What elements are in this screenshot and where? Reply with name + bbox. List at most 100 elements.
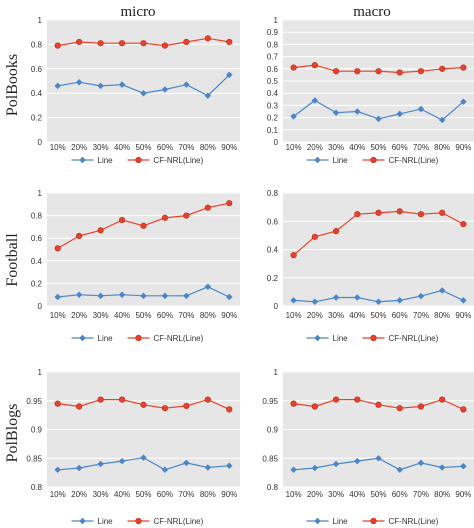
- legend: Line CF-NRL(Line): [71, 334, 204, 343]
- y-tick-label: 0.9: [31, 426, 43, 435]
- x-tick-label: 90%: [221, 143, 237, 152]
- legend-label-cf-nrl: CF-NRL(Line): [389, 517, 439, 526]
- legend-line-marker: [79, 156, 86, 164]
- data-point-cf-nrl: [161, 214, 169, 221]
- data-point-line: [140, 89, 147, 97]
- x-tick-label: 50%: [135, 490, 151, 499]
- x-tick-label: 20%: [71, 311, 87, 320]
- legend-label-line: Line: [98, 517, 114, 526]
- legend-label-cf-nrl: CF-NRL(Line): [154, 156, 204, 165]
- data-point-line: [183, 292, 190, 300]
- data-point-cf-nrl: [396, 69, 403, 76]
- plot-area: [47, 193, 240, 306]
- data-point-cf-nrl: [54, 245, 61, 252]
- data-point-cf-nrl: [396, 208, 403, 215]
- x-tick-label: 50%: [135, 143, 151, 152]
- x-tick-label: 40%: [114, 490, 130, 499]
- data-point-cf-nrl: [204, 204, 211, 211]
- x-tick-label: 60%: [157, 143, 173, 152]
- x-tick-label: 90%: [455, 490, 471, 499]
- y-tick-label: 0.2: [267, 274, 279, 283]
- x-tick-label: 90%: [221, 311, 237, 320]
- x-tick-label: 10%: [286, 490, 302, 499]
- data-point-line: [140, 292, 147, 300]
- x-tick-label: 30%: [93, 490, 109, 499]
- data-point-line: [417, 459, 425, 467]
- data-point-line: [118, 457, 126, 465]
- chart-football-macro: 0 0.2 0.4 0.6 0.8 10% 20% 30% 40% 50% 60% 70% 80% 90%…: [267, 189, 474, 343]
- data-point-line: [396, 297, 403, 304]
- x-tick-label: 20%: [307, 311, 323, 320]
- data-point-line: [183, 459, 190, 467]
- y-tick-label: 0: [274, 138, 279, 147]
- data-point-cf-nrl: [76, 232, 83, 240]
- y-tick-label: 0: [274, 302, 279, 311]
- data-point-line: [161, 292, 169, 300]
- y-tick-label: 0: [38, 138, 43, 147]
- legend: Line CF-NRL(Line): [306, 334, 439, 343]
- x-tick-label: 60%: [392, 311, 408, 320]
- chart-polblogs-micro: 0.8 0.85 0.9 0.95 1 10% 20% 30% 40% 50% 60% 70% 80% 9…: [26, 368, 240, 526]
- y-tick-label: 0.85: [262, 454, 278, 463]
- data-point-line: [118, 81, 126, 88]
- data-point-cf-nrl: [161, 405, 169, 412]
- x-tick-label: 70%: [413, 143, 429, 152]
- y-tick-label: 0.3: [267, 101, 279, 110]
- y-tick-label: 0.6: [31, 65, 43, 74]
- x-tick-label: 50%: [370, 490, 386, 499]
- data-point-line: [438, 287, 446, 294]
- data-point-cf-nrl: [439, 209, 446, 216]
- data-point-line: [75, 78, 83, 86]
- data-point-line: [290, 466, 297, 474]
- data-point-cf-nrl: [183, 402, 190, 410]
- x-tick-label: 10%: [50, 311, 66, 320]
- data-point-line: [140, 454, 147, 461]
- x-tick-label: 80%: [434, 143, 450, 152]
- data-point-cf-nrl: [354, 396, 361, 403]
- data-point-cf-nrl: [54, 400, 61, 407]
- chart-football-micro: 0 0.2 0.4 0.6 0.8 1 10% 20% 30% 40% 50% 60% 70% 80% 90…: [31, 189, 240, 343]
- y-tick-label: 0.2: [31, 279, 43, 288]
- legend-cf-nrl-marker: [370, 517, 377, 525]
- data-point-cf-nrl: [460, 406, 467, 413]
- data-point-cf-nrl: [226, 406, 233, 413]
- data-point-line: [161, 86, 169, 93]
- x-tick-label: 80%: [200, 311, 216, 320]
- data-point-cf-nrl: [161, 42, 169, 49]
- y-tick-label: 0.7: [267, 53, 279, 62]
- data-point-cf-nrl: [97, 40, 104, 47]
- data-point-cf-nrl: [354, 68, 361, 75]
- data-point-line: [460, 98, 467, 105]
- data-point-line: [375, 298, 382, 306]
- x-tick-label: 30%: [93, 143, 109, 152]
- data-point-line: [97, 82, 104, 90]
- x-tick-label: 30%: [328, 490, 344, 499]
- y-tick-label: 1: [274, 368, 279, 377]
- data-point-cf-nrl: [118, 40, 126, 47]
- data-point-line: [204, 283, 212, 291]
- legend-cf-nrl-marker: [135, 517, 142, 525]
- y-tick-label: 0.4: [267, 246, 279, 255]
- x-tick-label: 70%: [413, 490, 429, 499]
- chart-panels: 0 0.2 0.4 0.6 0.8 1 10% 20% 30% 40% 50% 60% 70% 80% 90…: [26, 16, 474, 526]
- y-tick-label: 0.4: [31, 89, 43, 98]
- data-point-cf-nrl: [204, 396, 211, 403]
- legend-cf-nrl-marker: [370, 334, 377, 342]
- legend-line-marker: [314, 517, 321, 525]
- x-tick-label: 70%: [178, 490, 194, 499]
- legend-label-line: Line: [98, 334, 114, 343]
- data-point-line: [161, 466, 169, 474]
- y-tick-label: 0.8: [267, 189, 279, 198]
- y-tick-label: 0.85: [26, 454, 42, 463]
- data-point-cf-nrl: [375, 68, 382, 75]
- data-point-cf-nrl: [290, 252, 297, 259]
- legend-line-marker: [314, 156, 321, 164]
- y-tick-label: 0.6: [267, 217, 279, 226]
- legend-label-cf-nrl: CF-NRL(Line): [389, 156, 439, 165]
- row-title-polbooks: PolBooks: [4, 54, 21, 116]
- y-tick-label: 1: [38, 16, 43, 25]
- y-tick-label: 0: [38, 302, 43, 311]
- data-point-cf-nrl: [417, 68, 425, 75]
- data-point-cf-nrl: [76, 403, 83, 410]
- legend-cf-nrl-marker: [370, 156, 377, 164]
